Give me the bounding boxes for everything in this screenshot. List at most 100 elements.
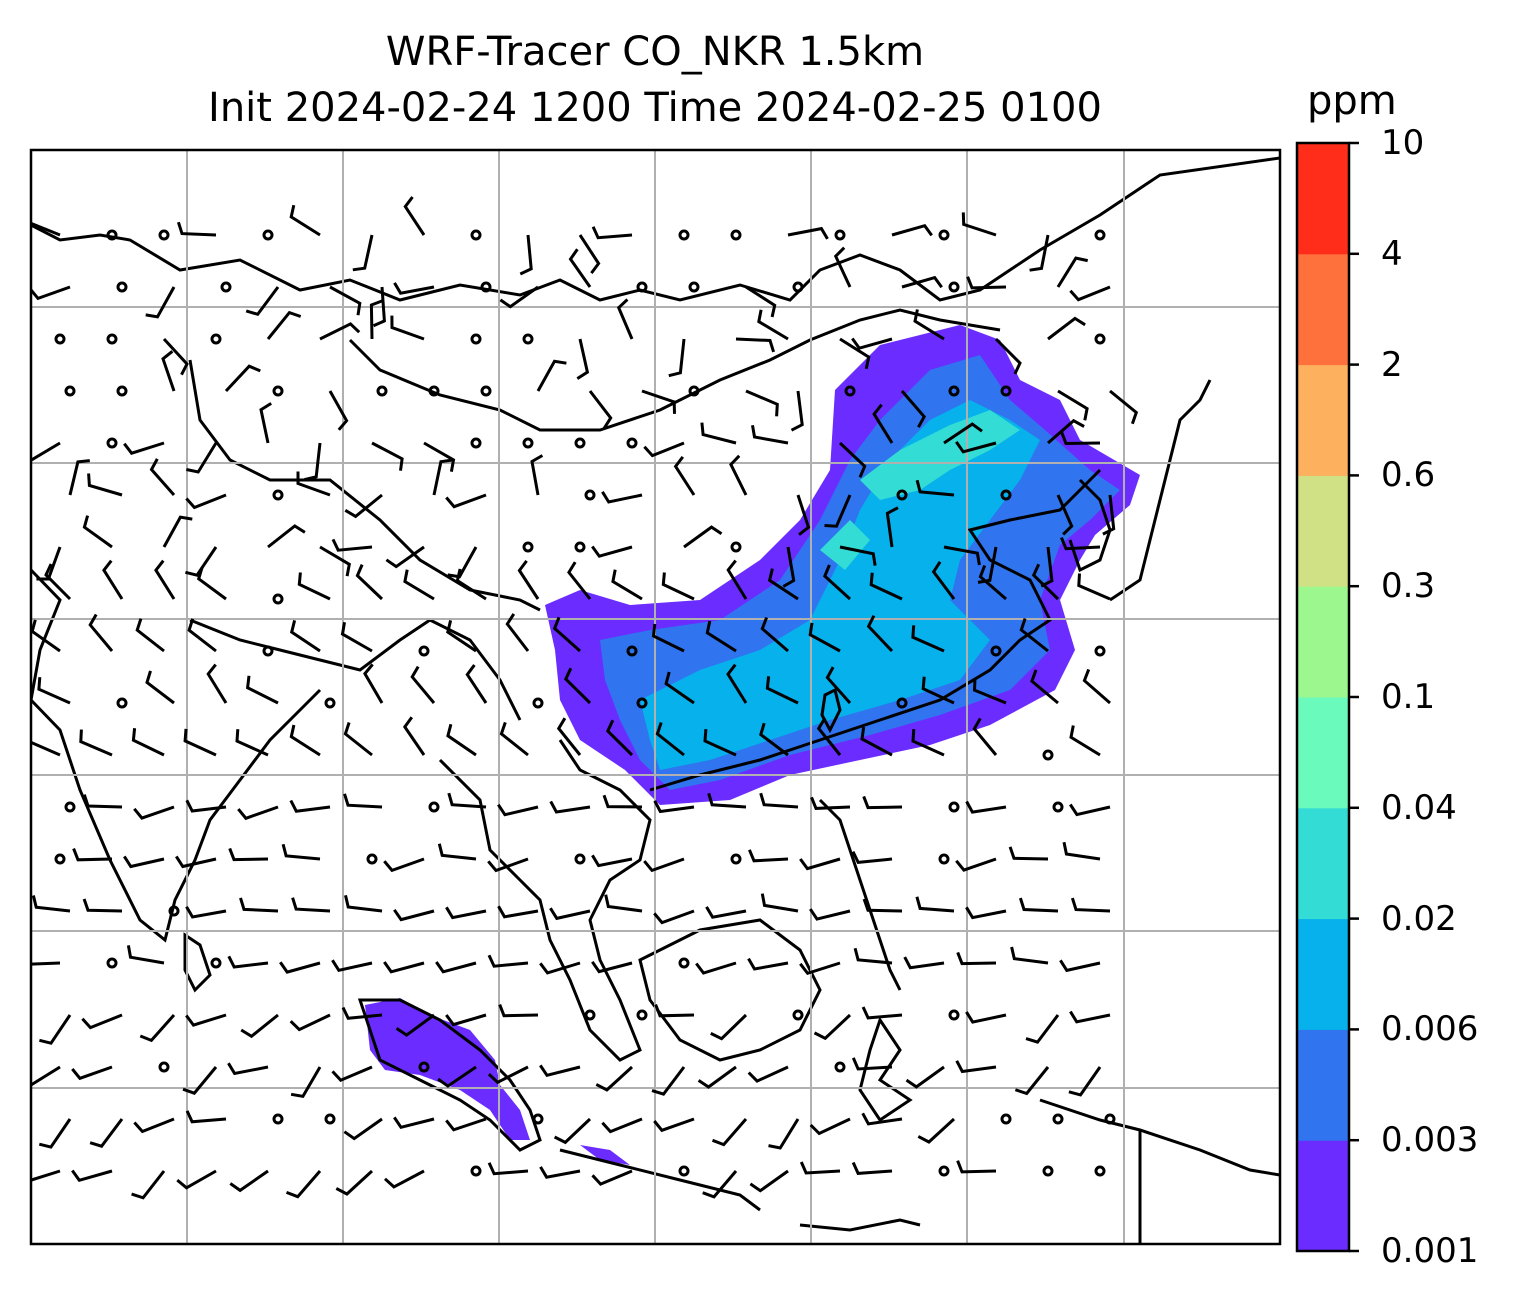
wind-barb-calm <box>1000 489 1012 501</box>
wind-barb <box>185 1110 227 1124</box>
wind-barb <box>943 422 983 445</box>
wind-barb <box>1077 573 1111 601</box>
wind-barb-calm <box>470 1165 482 1177</box>
wind-barb <box>1070 897 1111 913</box>
wind-barb <box>31 285 71 301</box>
wind-barb <box>705 620 737 653</box>
wind-barb <box>383 961 425 974</box>
wind-barb <box>965 800 1007 814</box>
wind-barb <box>176 221 217 237</box>
wind-barb <box>437 843 477 861</box>
wind-barb <box>664 671 695 705</box>
wind-barb-calm <box>626 437 638 449</box>
wind-barb <box>81 1013 123 1030</box>
wind-barb <box>799 961 841 976</box>
wind-barb <box>1057 389 1089 421</box>
wind-barb <box>331 538 373 552</box>
wind-barb <box>487 857 529 873</box>
wind-barb <box>403 196 426 236</box>
colorbar-unit: ppm <box>1307 78 1397 124</box>
wind-barb-calm <box>584 489 596 501</box>
wind-barb <box>833 246 852 288</box>
wind-barb <box>245 286 280 317</box>
wind-barb-calm <box>272 593 284 605</box>
wind-barb <box>393 282 435 295</box>
wind-barb <box>237 805 279 821</box>
wind-barb <box>956 951 997 966</box>
wind-barb <box>921 676 955 705</box>
wind-barb-calm <box>948 801 960 813</box>
wind-barb <box>595 1065 634 1092</box>
wind-barb <box>455 568 487 601</box>
wind-barb <box>87 473 123 497</box>
coast-indochina <box>438 739 652 1062</box>
wind-barb <box>651 1066 686 1096</box>
wind-barb <box>82 794 123 809</box>
wind-barb <box>751 424 789 445</box>
wind-barb <box>206 663 228 704</box>
wind-barb <box>465 664 488 704</box>
wind-barb <box>1068 1066 1102 1097</box>
wind-barb <box>972 717 998 756</box>
wind-barb <box>1069 1010 1111 1024</box>
wind-barb <box>131 1170 166 1200</box>
wind-barb-calm <box>116 697 128 709</box>
wind-barb <box>68 459 90 496</box>
wind-barb-calm <box>948 1009 960 1021</box>
wind-barb <box>768 1118 800 1150</box>
wind-barb <box>729 454 748 496</box>
wind-barb <box>341 1006 383 1020</box>
wind-barb <box>1047 418 1085 445</box>
wind-barb <box>799 857 841 871</box>
wind-barb <box>911 625 945 653</box>
wind-barb <box>653 909 695 925</box>
colorbar-segment <box>1297 807 1349 920</box>
coast-borneo <box>638 918 822 1062</box>
wind-barb <box>89 1118 124 1148</box>
wind-barb <box>36 546 62 581</box>
wind-barb <box>289 724 321 757</box>
wind-barb <box>552 616 581 653</box>
wind-barb <box>726 663 748 704</box>
wind-barb-calm <box>272 1113 284 1125</box>
wind-barb <box>726 559 748 600</box>
wind-barb <box>816 717 842 756</box>
colorbar-tick-label: 0.04 <box>1381 787 1457 828</box>
wind-barb <box>372 286 386 328</box>
wind-barb <box>182 1066 218 1095</box>
colorbar-tick-label: 4 <box>1381 233 1403 274</box>
wind-barb <box>861 1112 903 1126</box>
wind-barb-calm <box>688 385 700 397</box>
wind-barb <box>390 315 425 341</box>
wind-barb <box>154 559 176 600</box>
wind-barb <box>131 728 165 757</box>
colorbar-tick-label: 10 <box>1381 123 1425 163</box>
colorbar-tick-label: 0.1 <box>1381 677 1436 717</box>
wind-barb <box>446 723 477 757</box>
wind-barb-calm <box>938 1165 950 1177</box>
wind-barb <box>304 442 322 482</box>
colorbar-segment <box>1297 1029 1349 1141</box>
colorbar-tick-label: 2 <box>1381 344 1403 385</box>
wind-barb <box>790 390 804 432</box>
wind-barb <box>956 1160 997 1174</box>
wind-barb-calm <box>1052 1113 1064 1125</box>
plume-china-level4b <box>820 520 870 570</box>
wind-barb <box>227 955 269 969</box>
wind-barb <box>519 234 533 276</box>
wind-barb <box>1019 618 1049 653</box>
wind-barb <box>549 800 591 814</box>
wind-barb <box>1014 1066 1050 1096</box>
wind-barb <box>796 494 811 536</box>
wind-barb <box>423 441 456 472</box>
wind-barb <box>861 1006 903 1020</box>
wind-barb <box>668 338 686 378</box>
wind-barb <box>1060 431 1101 446</box>
wind-barb <box>1010 946 1049 965</box>
wind-barb <box>749 1169 789 1193</box>
plume-sumatra <box>365 998 530 1140</box>
wind-barb <box>505 613 530 652</box>
wind-barb <box>297 572 331 601</box>
wind-barb <box>915 479 955 497</box>
wind-barb <box>1025 1014 1060 1044</box>
